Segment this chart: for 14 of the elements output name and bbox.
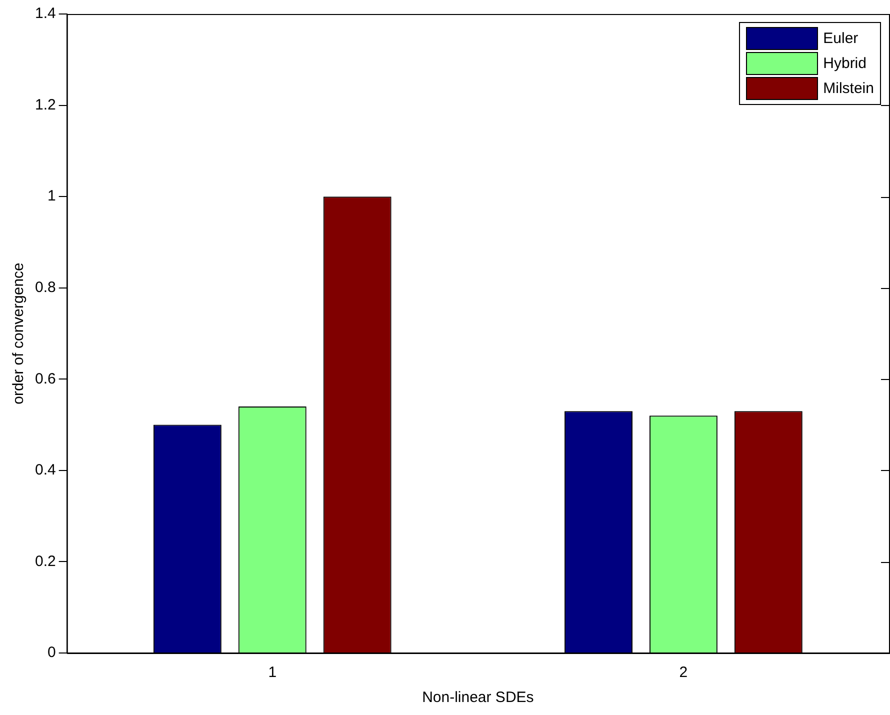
y-tick-label: 0.4 xyxy=(34,462,56,479)
y-tick-label: 0.2 xyxy=(34,552,56,570)
y-tick-label: 1.2 xyxy=(34,96,56,114)
y-tick-label: 1 xyxy=(48,188,56,205)
legend-label: Hybrid xyxy=(823,55,866,72)
y-tick-label: 0 xyxy=(48,644,56,662)
y-axis-title: order of convergence xyxy=(10,262,28,404)
legend-label: Milstein xyxy=(823,80,874,97)
y-tick-label: 0.6 xyxy=(34,370,56,388)
legend-label: Euler xyxy=(823,30,858,47)
y-tick-label: 0.8 xyxy=(34,279,56,296)
x-axis-title: Non-linear SDEs xyxy=(422,689,534,706)
y-tick-label: 1.4 xyxy=(34,5,56,22)
x-tick-label: 2 xyxy=(679,664,688,682)
